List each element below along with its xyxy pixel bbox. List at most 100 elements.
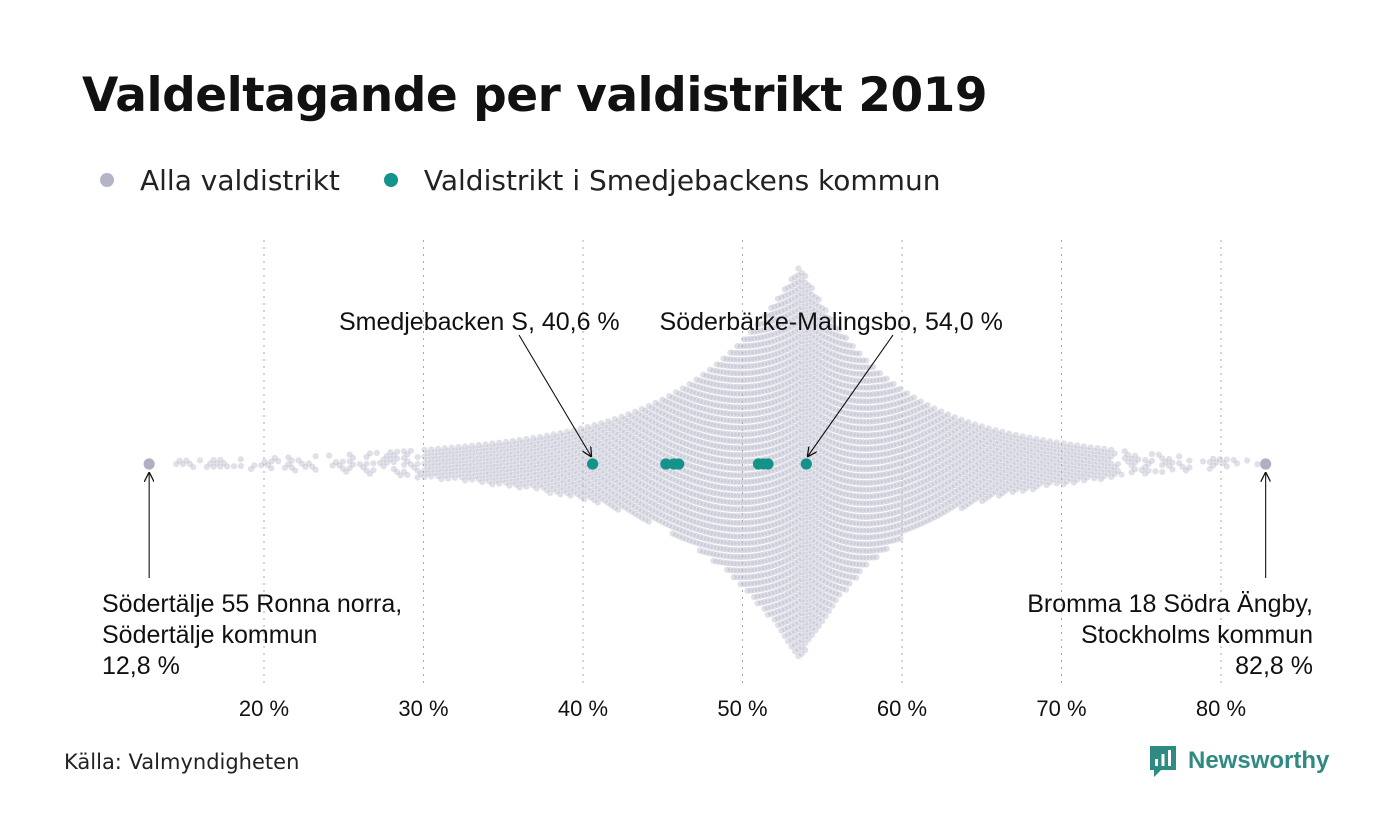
district-point <box>768 542 775 550</box>
district-point <box>380 456 387 463</box>
district-point <box>662 411 669 418</box>
district-point <box>703 488 710 495</box>
district-point <box>421 453 428 460</box>
district-point <box>740 560 748 567</box>
district-point <box>577 479 584 487</box>
district-point <box>611 436 618 443</box>
district-point <box>751 498 758 505</box>
district-point <box>360 464 367 471</box>
district-point <box>431 469 438 476</box>
district-point <box>791 362 799 369</box>
district-point <box>666 515 673 522</box>
district-point <box>312 466 319 473</box>
district-point <box>689 443 697 450</box>
district-point <box>553 447 561 454</box>
district-point <box>768 468 775 475</box>
district-point <box>655 483 663 490</box>
district-point <box>628 447 635 454</box>
district-point <box>659 478 666 485</box>
district-point <box>768 372 775 379</box>
district-point <box>757 484 765 491</box>
district-point <box>638 473 646 481</box>
district-point <box>516 457 523 464</box>
district-point <box>506 462 513 469</box>
district-point <box>672 430 680 437</box>
district-point <box>727 465 734 472</box>
district-point <box>683 502 690 509</box>
district-point <box>570 467 578 475</box>
district-point <box>747 342 754 349</box>
district-point <box>649 438 656 445</box>
district-point <box>271 454 278 462</box>
newsworthy-logo[interactable]: Newsworthy <box>1148 744 1329 778</box>
district-point <box>567 472 574 479</box>
district-point <box>465 473 472 480</box>
district-point <box>757 429 765 436</box>
district-point <box>567 465 574 472</box>
district-point <box>659 437 666 444</box>
district-point <box>774 295 782 302</box>
district-point <box>751 505 758 512</box>
district-point <box>421 467 428 474</box>
district-point <box>785 508 792 516</box>
district-point <box>788 316 795 324</box>
district-point <box>635 424 642 431</box>
district-point <box>445 475 452 482</box>
district-point <box>710 557 717 565</box>
district-point <box>771 582 778 589</box>
district-point <box>703 420 710 427</box>
district-point <box>472 466 479 473</box>
district-point <box>778 614 785 621</box>
district-point <box>723 355 731 363</box>
district-point <box>445 448 452 455</box>
district-point <box>645 498 652 505</box>
district-point <box>642 435 649 442</box>
district-point <box>771 480 778 487</box>
district-point <box>268 458 275 465</box>
district-point <box>703 454 710 461</box>
district-point <box>764 496 771 503</box>
district-point <box>747 383 754 390</box>
district-point <box>618 434 625 441</box>
district-point <box>778 416 785 423</box>
district-point <box>642 428 649 435</box>
district-point <box>754 559 761 566</box>
district-point <box>788 507 795 514</box>
district-point <box>785 427 792 434</box>
district-point <box>1145 467 1152 474</box>
district-point <box>720 437 727 444</box>
district-point <box>686 435 693 442</box>
district-point <box>778 457 785 464</box>
district-point <box>781 367 788 374</box>
district-point <box>703 522 710 529</box>
district-point <box>761 394 768 402</box>
district-point <box>768 434 775 441</box>
district-point <box>771 378 778 385</box>
district-point <box>428 453 435 460</box>
district-point <box>764 530 771 537</box>
district-point <box>672 511 680 518</box>
district-point <box>717 559 724 566</box>
district-point <box>727 417 734 424</box>
district-point <box>771 534 778 542</box>
district-point <box>645 409 652 416</box>
district-point <box>679 412 686 419</box>
district-point <box>519 446 527 453</box>
district-point <box>632 456 639 463</box>
district-point <box>635 437 642 445</box>
district-point <box>757 579 765 586</box>
district-point <box>723 457 731 465</box>
district-point <box>785 339 792 346</box>
district-point <box>720 443 727 451</box>
district-point <box>540 477 547 484</box>
district-point <box>642 496 649 503</box>
district-point <box>693 526 700 533</box>
district-point <box>768 610 775 618</box>
district-point <box>842 586 850 593</box>
district-point <box>788 391 795 398</box>
district-point <box>543 459 550 466</box>
district-point <box>652 413 659 420</box>
district-point <box>740 553 748 561</box>
district-point <box>669 503 676 510</box>
district-point <box>703 515 710 522</box>
